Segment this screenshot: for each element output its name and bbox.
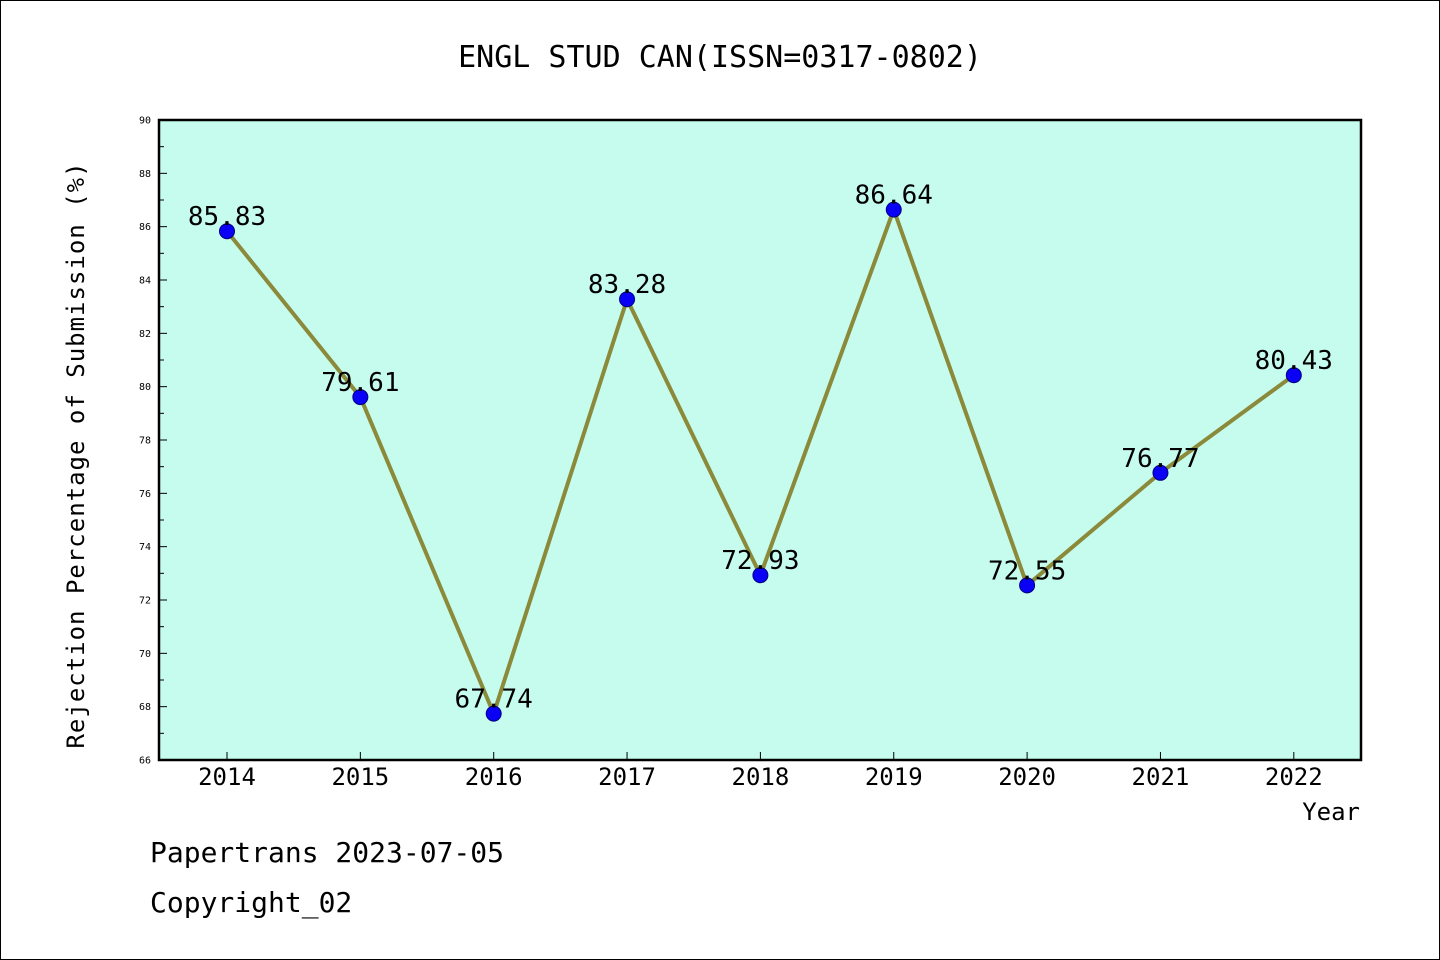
data-label: 80.43 [1255, 346, 1333, 376]
data-point [485, 705, 502, 722]
data-point [619, 291, 636, 308]
y-tick-label: 66 [139, 756, 151, 767]
y-tick-label: 68 [139, 702, 151, 713]
data-point [352, 389, 369, 406]
data-point [1285, 367, 1302, 384]
data-point [752, 567, 769, 584]
x-tick-label: 2019 [865, 763, 923, 791]
y-tick-label: 78 [139, 436, 151, 447]
data-labels: 85.83 79.61 67.74 83.28 72.93 86.64 72.55 76.77… [188, 181, 1333, 715]
y-tick-label: 86 [139, 222, 151, 233]
y-tick-label: 80 [139, 382, 151, 393]
x-tick-label: 2021 [1132, 763, 1190, 791]
y-tick-label: 90 [139, 116, 151, 127]
x-tick-label: 2014 [198, 763, 256, 791]
plot-border [157, 118, 1363, 762]
data-label: 67.74 [455, 685, 533, 715]
y-axis-label: Rejection Percentage of Submission (%) [62, 161, 90, 748]
data-label: 72.55 [988, 556, 1066, 586]
y-tick-label: 88 [139, 169, 151, 180]
y-tick-label: 70 [139, 649, 151, 660]
data-point [885, 201, 902, 218]
y-tick-label: 76 [139, 489, 151, 500]
x-tick-label: 2017 [598, 763, 656, 791]
y-tick-label: 82 [139, 329, 151, 340]
x-axis-label: Year [1302, 798, 1360, 826]
data-point [1152, 464, 1169, 481]
data-label: 76.77 [1121, 444, 1199, 474]
x-axis: 2014 2015 2016 2017 2018 2019 2020 2021 2022 [198, 752, 1323, 791]
y-tick-label: 72 [139, 596, 151, 607]
copyright-text: Copyright_02 [150, 886, 353, 919]
data-point [1019, 577, 1036, 594]
watermark-text: Papertrans 2023-07-05 [150, 836, 505, 869]
x-tick-label: 2018 [732, 763, 790, 791]
plot-area [159, 120, 1361, 760]
x-tick-label: 2020 [998, 763, 1056, 791]
y-tick-label: 74 [139, 542, 151, 553]
x-tick-label: 2016 [465, 763, 523, 791]
y-tick-label: 84 [139, 276, 151, 287]
data-label: 83.28 [588, 270, 666, 300]
data-points [219, 201, 1302, 722]
x-tick-label: 2022 [1265, 763, 1323, 791]
data-point [219, 223, 235, 240]
data-label: 85.83 [188, 202, 266, 232]
chart-title: ENGL STUD CAN(ISSN=0317-0802) [458, 40, 982, 75]
data-label: 79.61 [321, 368, 399, 398]
x-tick-label: 2015 [331, 763, 389, 791]
data-label: 72.93 [721, 546, 799, 576]
data-label: 86.64 [855, 181, 933, 211]
